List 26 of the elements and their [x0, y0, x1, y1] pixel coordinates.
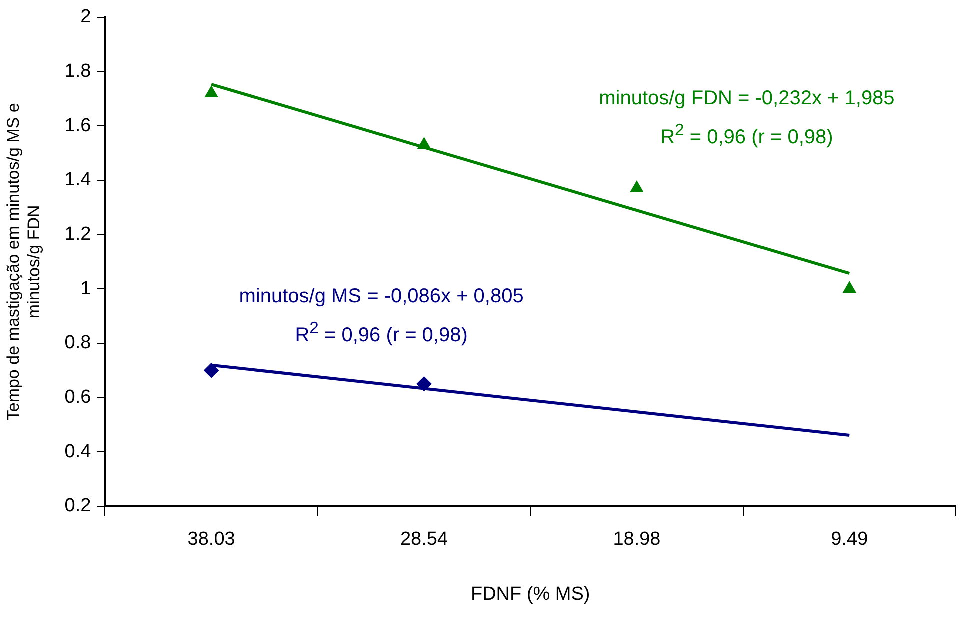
- annotation: minutos/g MS = -0,086x + 0,805: [239, 286, 524, 309]
- x-axis-title: FDNF (% MS): [470, 584, 590, 605]
- x-tick-label: 38.03: [188, 529, 236, 550]
- x-tick-label: 9.49: [831, 529, 868, 550]
- annotation: R$^{2}$ = 0,96 (r = 0,98): [295, 318, 468, 348]
- point: [204, 363, 220, 378]
- annotation: minutos/g FDN = -0,232x + 1,985: [599, 87, 895, 110]
- point: [843, 282, 856, 294]
- point: [630, 181, 644, 193]
- y-tick-label: 1.4: [64, 170, 92, 191]
- annotation: R$^{2}$ = 0,96 (r = 0,98): [660, 120, 834, 150]
- y-axis-title: Tempo de mastigação em minutos/g MS e minutos/g FDN: [4, 103, 44, 421]
- y-tick-label: 0.4: [64, 441, 92, 462]
- y-tick-label: 1.8: [64, 60, 92, 82]
- y-tick-label: 0.2: [64, 496, 92, 517]
- y-tick-label: 1.2: [64, 224, 92, 245]
- x-tick-label: 28.54: [400, 529, 448, 550]
- y-tick-label: 1.6: [64, 115, 92, 136]
- point: [418, 138, 431, 150]
- y-tick-label: 1: [80, 278, 92, 300]
- y-tick-label: 0.8: [64, 332, 92, 354]
- point: [416, 376, 432, 392]
- point: [205, 86, 218, 98]
- y-tick-label: 2: [80, 6, 92, 28]
- x-tick-label: 18.98: [613, 529, 661, 550]
- y-tick-label: 0.6: [64, 386, 92, 408]
